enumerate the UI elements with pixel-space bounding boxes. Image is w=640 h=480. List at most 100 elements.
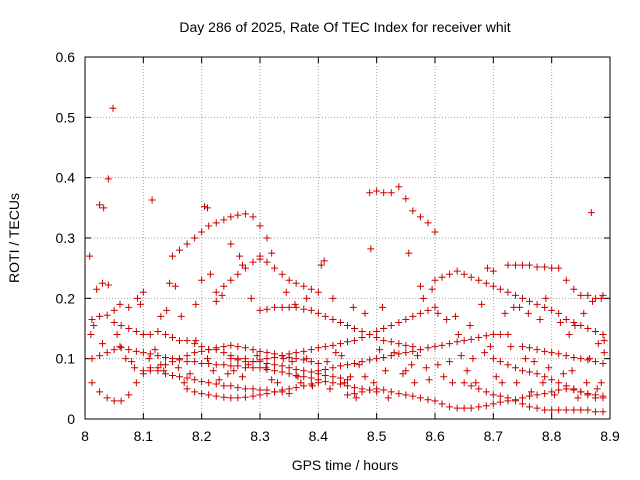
data-point (344, 361, 351, 369)
series-sat-11 (344, 385, 607, 412)
data-point (198, 276, 206, 284)
data-point (451, 312, 459, 320)
data-point (96, 312, 104, 320)
data-point (346, 373, 354, 381)
data-point (504, 288, 512, 296)
data-point (454, 331, 462, 339)
data-point (96, 388, 104, 396)
data-point (263, 390, 271, 398)
data-point (285, 276, 293, 284)
data-point (519, 394, 526, 402)
data-point (409, 392, 417, 400)
data-point (512, 364, 519, 372)
data-point (201, 203, 209, 211)
data-point (90, 321, 98, 329)
data-point (486, 343, 494, 351)
data-point (460, 337, 468, 345)
x-tick-label: 8.2 (192, 428, 212, 444)
data-point (321, 378, 329, 386)
data-point (227, 355, 235, 363)
data-point (405, 249, 413, 257)
data-point (256, 252, 264, 260)
data-point (109, 104, 117, 112)
data-point (212, 392, 220, 400)
data-point (504, 394, 512, 402)
data-point (516, 303, 524, 311)
data-point (481, 349, 489, 357)
data-point (241, 393, 249, 401)
data-point (154, 352, 162, 360)
series-sat-17 (519, 343, 607, 367)
data-point (278, 303, 286, 311)
data-point (463, 367, 471, 375)
data-point (263, 305, 271, 313)
data-point (337, 380, 344, 388)
data-point (198, 359, 206, 367)
data-point (157, 361, 165, 369)
data-point (329, 294, 337, 302)
data-point (166, 279, 174, 287)
data-point (600, 349, 608, 357)
data-point (478, 300, 486, 308)
data-point (278, 386, 286, 394)
data-points (86, 104, 608, 416)
data-point (373, 334, 381, 342)
data-point (570, 385, 578, 393)
data-point (504, 331, 512, 339)
data-point (88, 315, 96, 323)
data-point (457, 352, 465, 360)
data-point (227, 341, 235, 349)
data-point (521, 355, 529, 363)
data-point (205, 379, 213, 387)
data-point (419, 294, 427, 302)
data-point (376, 346, 384, 354)
data-point (501, 309, 509, 317)
data-point (424, 344, 432, 352)
data-point (472, 379, 480, 387)
data-point (387, 338, 395, 346)
data-point (361, 373, 369, 381)
data-point (446, 358, 454, 366)
data-point (227, 240, 235, 248)
data-point (125, 346, 133, 354)
data-point (234, 384, 242, 392)
x-tick-label: 8.7 (484, 428, 504, 444)
data-point (139, 349, 147, 357)
data-point (307, 368, 315, 376)
data-point (526, 368, 533, 376)
data-point (122, 355, 130, 363)
data-point (469, 355, 477, 363)
data-point (220, 382, 228, 390)
data-point (562, 315, 570, 323)
data-point (249, 213, 257, 221)
data-point (467, 335, 475, 343)
data-point (526, 261, 533, 269)
data-point (431, 397, 439, 405)
data-point (467, 382, 475, 390)
data-point (599, 408, 607, 416)
data-point (482, 402, 490, 410)
y-tick-label: 0.1 (56, 351, 76, 367)
data-point (519, 294, 526, 302)
data-point (323, 358, 331, 366)
data-point (279, 355, 287, 363)
data-point (541, 303, 549, 311)
data-point (496, 392, 504, 400)
data-point (321, 312, 329, 320)
data-point (212, 344, 220, 352)
series-sat-2 (88, 364, 293, 405)
data-point (570, 353, 578, 361)
data-point (541, 347, 549, 355)
data-point (527, 388, 535, 396)
data-point (411, 379, 419, 387)
data-point (215, 376, 223, 384)
data-point (367, 245, 375, 253)
data-point (136, 300, 144, 308)
data-point (206, 270, 214, 278)
data-point (580, 309, 588, 317)
data-point (337, 340, 344, 348)
data-point (496, 398, 504, 406)
data-point (146, 331, 154, 339)
data-point (338, 352, 346, 360)
data-point (584, 291, 592, 299)
